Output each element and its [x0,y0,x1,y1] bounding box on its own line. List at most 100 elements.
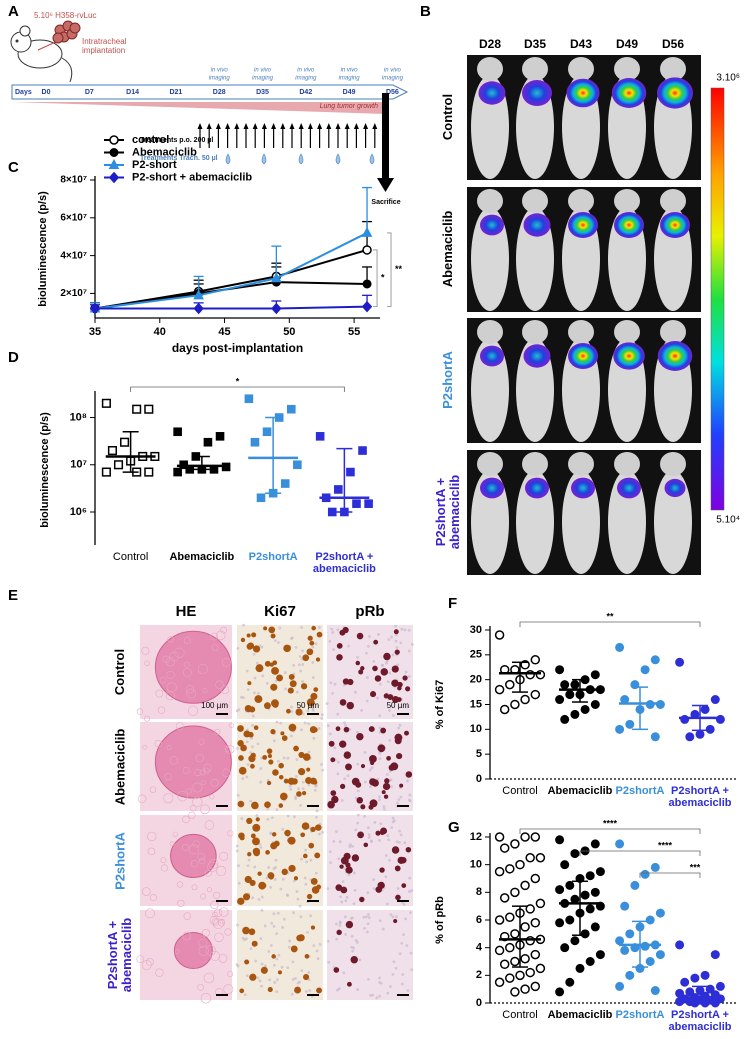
cell [280,965,284,969]
point [655,908,665,918]
cell [294,976,297,980]
treatment-arrowhead [243,123,249,129]
histology-tile [237,815,323,906]
y-tick-label: 10 [470,723,482,735]
cell [274,858,278,862]
stained-nucleus [237,725,244,732]
stained-nucleus [238,755,244,761]
mouse-head [568,452,594,476]
cell [378,757,382,760]
alveolus [219,851,229,861]
bioluminescence-signal [480,345,504,367]
point [520,984,530,994]
point [640,941,650,951]
cell [404,917,408,921]
bioluminescence-signal [522,80,552,106]
alveolus [215,680,224,689]
alveolus [183,637,191,645]
stained-nucleus [309,640,315,646]
cell [365,699,369,703]
stained-nucleus [268,759,274,765]
cell [275,978,279,982]
cell [256,692,260,695]
cell [251,714,255,718]
alveolus [200,893,207,900]
day-label: D14 [126,89,139,96]
cell [306,709,310,713]
point [525,904,535,914]
stained-nucleus [306,648,314,656]
x-tick-label: 50 [283,326,295,338]
cell [303,876,307,880]
treatment-trach-label: Treatments Trach. 50 µl [140,155,218,162]
point [645,957,655,966]
point [525,669,535,680]
mouse-head [477,57,503,81]
cell [350,916,354,920]
point [173,427,182,437]
alveolus [141,887,151,896]
cell [263,964,267,968]
cell [273,981,277,984]
significance-label: * [236,376,240,386]
alveolus [177,790,188,802]
cell [314,871,318,875]
point [705,984,715,994]
cell [327,960,331,964]
cell [328,850,332,854]
stained-nucleus [346,701,355,710]
alveolus [202,928,210,937]
stained-nucleus [368,804,374,810]
cell [245,669,249,673]
day-label: D7 [85,89,94,96]
cell [407,649,411,653]
treatment-arrowhead [280,123,286,129]
cell [378,751,382,755]
stained-nucleus [246,633,251,638]
cell [391,915,395,919]
alveolus [146,958,154,966]
alveolus [199,857,206,865]
alveolus [227,971,234,978]
mouse-head [614,452,640,476]
stained-nucleus [246,817,253,825]
cell [378,981,382,984]
cell [378,682,382,686]
alveolus [194,768,202,777]
cell [311,645,315,649]
cell [298,980,301,984]
cell [243,993,247,997]
cell [352,902,356,906]
point [615,936,625,946]
cell [388,858,391,862]
cell [342,683,346,687]
cell [266,817,270,821]
significance-bracket [130,386,345,392]
cell [299,803,302,807]
cell [375,996,379,1000]
point [101,398,111,408]
cell [336,760,340,764]
alveolus [211,918,220,926]
point [505,679,515,690]
stained-nucleus [253,725,259,731]
stained-nucleus [249,973,257,981]
point [650,655,660,665]
significance-bracket [579,850,701,856]
stained-nucleus [312,727,318,733]
stained-nucleus [293,745,299,752]
cell [240,817,244,820]
stained-nucleus [303,973,310,981]
cell [366,922,370,926]
cell [390,826,394,829]
cell [316,957,320,961]
point [715,714,725,724]
cell [391,816,395,820]
panel-letter: B [420,3,431,20]
cell [386,680,390,684]
alveolus [200,804,210,815]
point [525,967,535,978]
cell [294,645,298,649]
point [555,918,565,928]
stained-nucleus [252,823,261,832]
